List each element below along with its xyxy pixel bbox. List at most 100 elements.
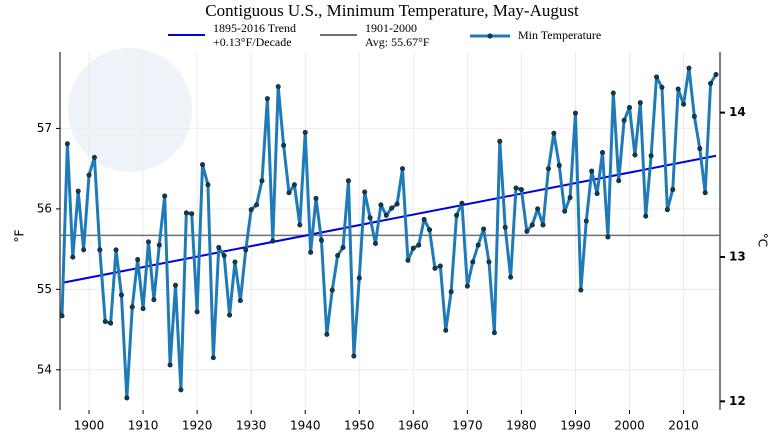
x-tick-label: 1960 — [398, 419, 429, 433]
data-point — [318, 237, 324, 243]
data-point — [162, 193, 168, 199]
data-point — [691, 113, 697, 119]
data-point — [248, 207, 254, 213]
data-point — [567, 195, 573, 201]
data-point — [210, 355, 216, 361]
data-point — [394, 201, 400, 207]
data-point — [378, 202, 384, 208]
legend-marker — [487, 33, 493, 39]
data-point — [297, 222, 303, 228]
data-point — [545, 166, 551, 172]
y-tick-label: 55 — [37, 282, 52, 296]
legend-label: +0.13°F/Decade — [213, 35, 292, 49]
data-point — [362, 189, 368, 195]
data-point — [475, 242, 481, 248]
data-point — [372, 240, 378, 246]
legend-label: 1895-2016 Trend — [213, 21, 296, 35]
data-point — [264, 96, 270, 102]
legend-label: Min Temperature — [518, 28, 601, 42]
data-point — [540, 222, 546, 228]
data-point — [464, 283, 470, 289]
data-point — [416, 242, 422, 248]
data-point — [681, 101, 687, 107]
data-point — [659, 84, 665, 90]
x-tick-label: 1940 — [290, 419, 321, 433]
data-point — [697, 146, 703, 152]
data-point — [340, 244, 346, 250]
data-point — [200, 162, 206, 168]
data-point — [59, 313, 65, 319]
data-point — [156, 242, 162, 248]
data-point — [664, 207, 670, 213]
data-point — [254, 202, 260, 208]
data-point — [324, 331, 330, 337]
legend-label: 1901-2000 — [365, 21, 417, 35]
chart-title: Contiguous U.S., Minimum Temperature, Ma… — [205, 1, 579, 20]
data-point — [97, 247, 103, 253]
data-point — [183, 210, 189, 216]
data-point — [556, 162, 562, 168]
data-point — [497, 138, 503, 144]
data-point — [702, 190, 708, 196]
data-point — [367, 215, 373, 221]
data-point — [124, 395, 130, 401]
data-point — [686, 65, 692, 71]
data-point — [605, 234, 611, 240]
trend-line — [61, 154, 717, 284]
data-point — [432, 265, 438, 271]
x-tick-label: 1930 — [236, 419, 267, 433]
data-point — [70, 254, 76, 260]
y2-tick-label: 14 — [729, 105, 746, 119]
data-point — [448, 289, 454, 295]
data-point — [470, 259, 476, 265]
y-axis-label: °F — [13, 229, 27, 242]
data-point — [637, 100, 643, 106]
data-line — [60, 66, 718, 400]
data-point — [205, 182, 211, 188]
data-point — [405, 257, 411, 263]
data-point — [410, 245, 416, 251]
data-point — [535, 206, 541, 212]
data-point — [675, 86, 681, 92]
data-point — [270, 238, 276, 244]
data-point — [713, 72, 719, 78]
x-tick-label: 1970 — [452, 419, 483, 433]
data-point — [610, 90, 616, 96]
data-point — [313, 195, 319, 201]
data-point — [383, 212, 389, 218]
data-point — [351, 353, 357, 359]
data-point — [232, 259, 238, 265]
data-point — [216, 244, 222, 250]
y-tick-label: 54 — [37, 362, 52, 376]
data-point — [459, 200, 465, 206]
data-point — [129, 304, 135, 310]
logo-watermark — [68, 48, 192, 172]
data-point — [302, 129, 308, 135]
data-point — [102, 319, 108, 325]
data-point — [308, 249, 314, 255]
data-point — [654, 74, 660, 80]
data-point — [627, 105, 633, 111]
data-point — [189, 211, 195, 217]
data-point — [221, 253, 227, 259]
data-point — [118, 292, 124, 298]
x-tick-label: 2000 — [614, 419, 645, 433]
data-point — [708, 80, 714, 86]
y2-axis-label: °C — [756, 233, 770, 247]
data-point — [524, 228, 530, 234]
data-point — [345, 178, 351, 184]
data-point — [151, 297, 157, 303]
data-point — [243, 247, 249, 253]
data-point — [578, 287, 584, 293]
x-tick-label: 2010 — [668, 419, 699, 433]
data-point — [491, 330, 497, 336]
data-point — [572, 110, 578, 116]
data-point — [140, 306, 146, 312]
data-point — [108, 320, 114, 326]
data-point — [91, 154, 97, 160]
data-point — [75, 188, 81, 194]
data-point — [86, 172, 92, 178]
data-point — [518, 187, 524, 193]
y2-tick-label: 13 — [729, 249, 746, 263]
